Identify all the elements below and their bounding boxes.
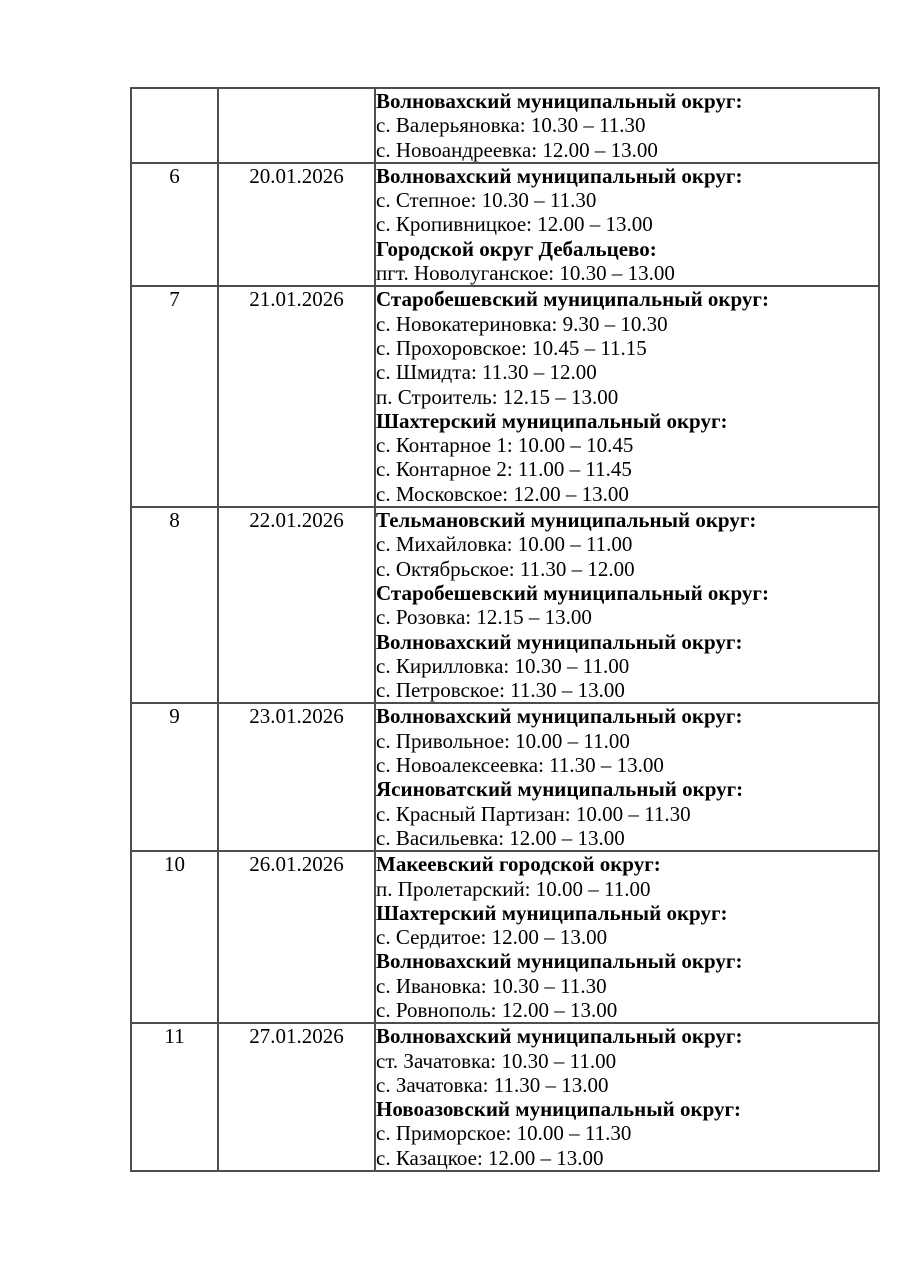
district-header: Новоазовский муниципальный округ: [376, 1097, 742, 1122]
row-date-cell: 23.01.2026 [217, 702, 376, 853]
schedule-entry: с. Степное: 10.30 – 11.30 [376, 188, 597, 213]
schedule-entry: с. Московское: 12.00 – 13.00 [376, 481, 629, 506]
row-schedule-cell: Волновахский муниципальный округ: с. Степ… [374, 161, 880, 288]
schedule-table-body: Волновахский муниципальный округ: с. Вале… [130, 87, 880, 1173]
row-date-cell: 20.01.2026 [217, 161, 376, 288]
district-header: Тельмановский муниципальный округ: [376, 508, 757, 533]
row-number-cell [130, 87, 219, 164]
row-number-cell: 9 [130, 702, 219, 853]
schedule-entry: с. Зачатовка: 11.30 – 13.00 [376, 1072, 609, 1097]
row-number-cell: 8 [130, 506, 219, 705]
row-number-cell: 7 [130, 285, 219, 509]
row-number-cell: 6 [130, 161, 219, 288]
row-date-cell: 22.01.2026 [217, 506, 376, 705]
district-header: Макеевский городской округ: [376, 852, 661, 877]
district-header: Городской округ Дебальцево: [376, 236, 657, 261]
table-row: 10 26.01.2026 Макеевский городской округ: п… [130, 850, 880, 1025]
schedule-entry: с. Прохоровское: 10.45 – 11.15 [376, 335, 647, 360]
schedule-entry: с. Валерьяновка: 10.30 – 11.30 [376, 113, 646, 138]
district-header: Волновахский муниципальный округ: [376, 89, 743, 113]
district-header: Волновахский муниципальный округ: [376, 163, 743, 188]
table-row: 6 20.01.2026 Волновахский муниципальный ок… [130, 161, 880, 288]
district-header: Волновахский муниципальный округ: [376, 1024, 743, 1049]
row-schedule-cell: Волновахский муниципальный округ: с. Прив… [374, 702, 880, 853]
table-row: 8 22.01.2026 Тельмановский муниципальный о… [130, 506, 880, 705]
district-header: Волновахский муниципальный округ: [376, 629, 743, 654]
schedule-entry: с. Казацкое: 12.00 – 13.00 [376, 1145, 604, 1170]
schedule-entry: п. Строитель: 12.15 – 13.00 [376, 384, 619, 409]
row-date-cell: 26.01.2026 [217, 850, 376, 1025]
schedule-entry: с. Ивановка: 10.30 – 11.30 [376, 973, 607, 998]
schedule-entry: с. Привольное: 10.00 – 11.00 [376, 728, 630, 753]
district-header: Волновахский муниципальный округ: [376, 949, 743, 974]
district-header: Волновахский муниципальный округ: [376, 704, 743, 729]
schedule-entry: пгт. Новолуганское: 10.30 – 13.00 [376, 261, 675, 286]
district-header: Старобешевский муниципальный округ: [376, 580, 769, 605]
row-number-cell: 11 [130, 1022, 219, 1173]
schedule-entry: с. Октябрьское: 11.30 – 12.00 [376, 556, 635, 581]
district-header: Ясиноватский муниципальный округ: [376, 777, 744, 802]
schedule-entry: с. Васильевка: 12.00 – 13.00 [376, 825, 625, 850]
schedule-entry: с. Новокатериновка: 9.30 – 10.30 [376, 311, 668, 336]
schedule-entry: с. Ровнополь: 12.00 – 13.00 [376, 997, 618, 1022]
district-header: Шахтерский муниципальный округ: [376, 408, 728, 433]
row-date-cell [217, 87, 376, 164]
schedule-entry: с. Кропивницкое: 12.00 – 13.00 [376, 212, 653, 237]
row-schedule-cell: Тельмановский муниципальный округ: с. Мих… [374, 506, 880, 705]
schedule-entry: с. Сердитое: 12.00 – 13.00 [376, 925, 608, 950]
table-row: Волновахский муниципальный округ: с. Вале… [130, 87, 880, 164]
row-date-cell: 21.01.2026 [217, 285, 376, 509]
row-schedule-cell: Волновахский муниципальный округ: ст. Зач… [374, 1022, 880, 1173]
row-schedule-cell: Старобешевский муниципальный округ: с. Но… [374, 285, 880, 509]
table-row: 9 23.01.2026 Волновахский муниципальный ок… [130, 702, 880, 853]
row-schedule-cell: Макеевский городской округ: п. Пролетарск… [374, 850, 880, 1025]
row-date-cell: 27.01.2026 [217, 1022, 376, 1173]
schedule-entry: с. Петровское: 11.30 – 13.00 [376, 678, 625, 703]
district-header: Шахтерский муниципальный округ: [376, 900, 728, 925]
schedule-entry: с. Шмидта: 11.30 – 12.00 [376, 360, 597, 385]
table-row: 11 27.01.2026 Волновахский муниципальный о… [130, 1022, 880, 1173]
schedule-entry: с. Красный Партизан: 10.00 – 11.30 [376, 801, 691, 826]
schedule-entry: с. Контарное 2: 11.00 – 11.45 [376, 457, 632, 482]
district-header: Старобешевский муниципальный округ: [376, 287, 769, 312]
schedule-entry: с. Новоалексеевка: 11.30 – 13.00 [376, 753, 664, 778]
schedule-table: Волновахский муниципальный округ: с. Вале… [130, 87, 880, 1173]
schedule-entry: с. Кирилловка: 10.30 – 11.00 [376, 653, 630, 678]
row-schedule-cell: Волновахский муниципальный округ: с. Вале… [374, 87, 880, 164]
schedule-entry: с. Розовка: 12.15 – 13.00 [376, 605, 592, 630]
schedule-entry: п. Пролетарский: 10.00 – 11.00 [376, 876, 651, 901]
schedule-entry: с. Контарное 1: 10.00 – 10.45 [376, 433, 634, 458]
table-row: 7 21.01.2026 Старобешевский муниципальный … [130, 285, 880, 509]
schedule-entry: с. Михайловка: 10.00 – 11.00 [376, 532, 633, 557]
schedule-entry: с. Приморское: 10.00 – 11.30 [376, 1121, 632, 1146]
schedule-entry: с. Новоандреевка: 12.00 – 13.00 [376, 137, 658, 162]
row-number-cell: 10 [130, 850, 219, 1025]
schedule-entry: ст. Зачатовка: 10.30 – 11.00 [376, 1048, 617, 1073]
